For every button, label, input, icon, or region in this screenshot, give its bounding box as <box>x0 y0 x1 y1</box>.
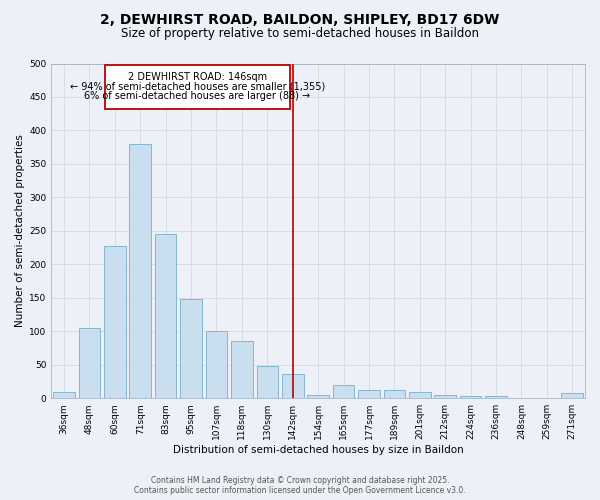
Text: ← 94% of semi-detached houses are smaller (1,355): ← 94% of semi-detached houses are smalle… <box>70 82 325 92</box>
Bar <box>104 246 125 398</box>
Y-axis label: Number of semi-detached properties: Number of semi-detached properties <box>15 134 25 328</box>
Bar <box>307 395 329 398</box>
Bar <box>231 342 253 398</box>
Bar <box>562 393 583 398</box>
Bar <box>434 395 456 398</box>
Bar <box>130 144 151 398</box>
Bar <box>485 396 507 398</box>
Bar <box>333 385 355 398</box>
Bar <box>257 366 278 398</box>
Text: Contains HM Land Registry data © Crown copyright and database right 2025.
Contai: Contains HM Land Registry data © Crown c… <box>134 476 466 495</box>
X-axis label: Distribution of semi-detached houses by size in Baildon: Distribution of semi-detached houses by … <box>173 445 464 455</box>
Bar <box>206 330 227 398</box>
Bar <box>79 328 100 398</box>
Bar <box>409 392 431 398</box>
Text: 6% of semi-detached houses are larger (88) →: 6% of semi-detached houses are larger (8… <box>85 91 310 101</box>
Text: 2 DEWHIRST ROAD: 146sqm: 2 DEWHIRST ROAD: 146sqm <box>128 72 267 82</box>
Bar <box>383 390 405 398</box>
Bar <box>53 392 75 398</box>
FancyBboxPatch shape <box>104 65 290 109</box>
Bar <box>358 390 380 398</box>
Bar <box>460 396 481 398</box>
Bar <box>180 299 202 398</box>
Text: 2, DEWHIRST ROAD, BAILDON, SHIPLEY, BD17 6DW: 2, DEWHIRST ROAD, BAILDON, SHIPLEY, BD17… <box>100 12 500 26</box>
Bar <box>155 234 176 398</box>
Text: Size of property relative to semi-detached houses in Baildon: Size of property relative to semi-detach… <box>121 28 479 40</box>
Bar <box>282 374 304 398</box>
